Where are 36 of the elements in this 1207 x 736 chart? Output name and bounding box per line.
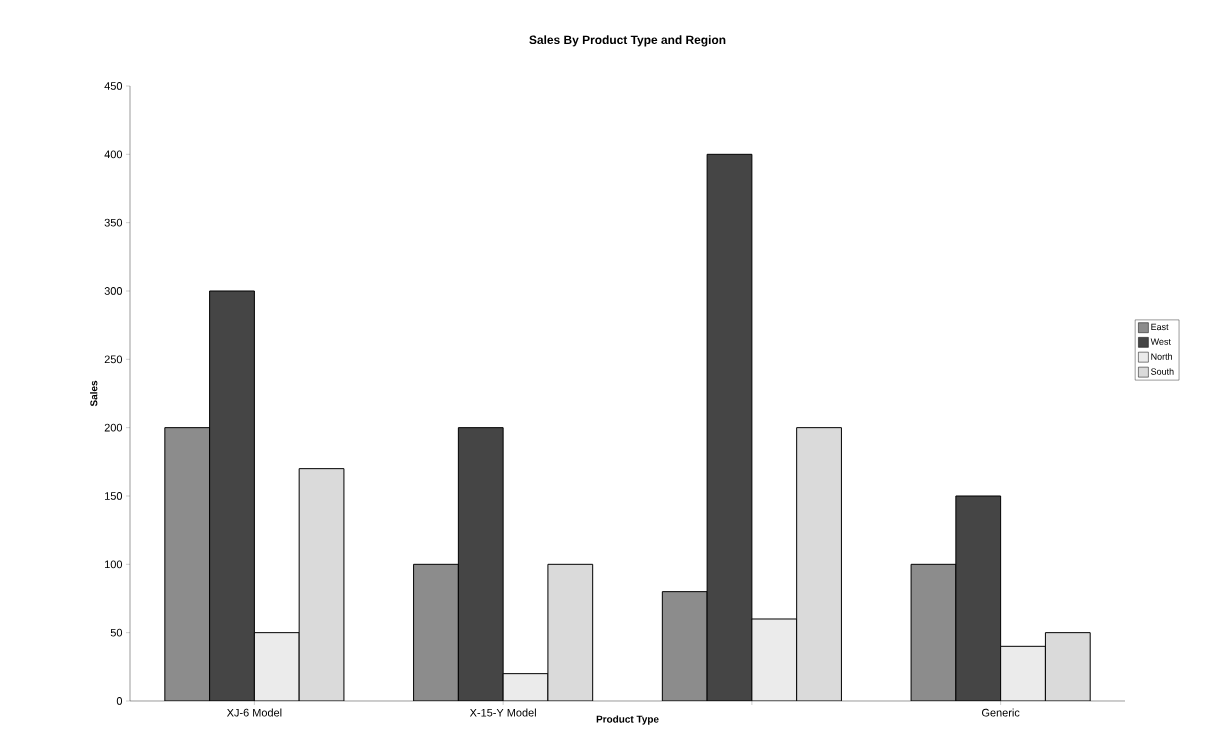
bar [457, 427, 504, 701]
bar [413, 563, 459, 701]
y-tick-label: 100 [105, 560, 123, 569]
y-tick-label: 50 [110, 628, 123, 637]
legend-label: West [1150, 338, 1171, 345]
y-tick-label: 150 [105, 492, 123, 500]
y-tick-label: 300 [104, 287, 123, 295]
bar [910, 563, 957, 701]
chart-title: Sales By Product Type and Region [529, 35, 726, 47]
bar [955, 495, 1002, 701]
bar [209, 290, 255, 701]
bar [706, 153, 753, 701]
x-tick-label: Generic [982, 708, 1020, 717]
bar [796, 427, 842, 701]
bar [253, 632, 300, 701]
y-axis-title: Sales [90, 380, 98, 407]
legend-label: North [1151, 353, 1172, 360]
y-tick-label: 400 [104, 150, 123, 159]
y-tick-label: 450 [104, 82, 123, 90]
bar [547, 563, 594, 701]
bar [751, 618, 798, 701]
bar [1000, 645, 1046, 701]
bar [1044, 632, 1091, 701]
y-tick-label: 350 [104, 218, 123, 227]
bar [661, 591, 708, 701]
bar [502, 673, 549, 701]
legend-label: South [1151, 368, 1174, 375]
x-tick-label: X-15-Y Model [469, 708, 536, 717]
bar [298, 468, 345, 701]
x-axis-title: Product Type [596, 715, 659, 725]
y-tick-label: 0 [116, 697, 123, 705]
y-tick-label: 200 [104, 423, 123, 432]
bar [164, 427, 211, 701]
legend-label: East [1151, 323, 1169, 331]
y-tick-label: 250 [104, 355, 123, 364]
x-tick-label: XJ-6 Model [226, 708, 282, 717]
